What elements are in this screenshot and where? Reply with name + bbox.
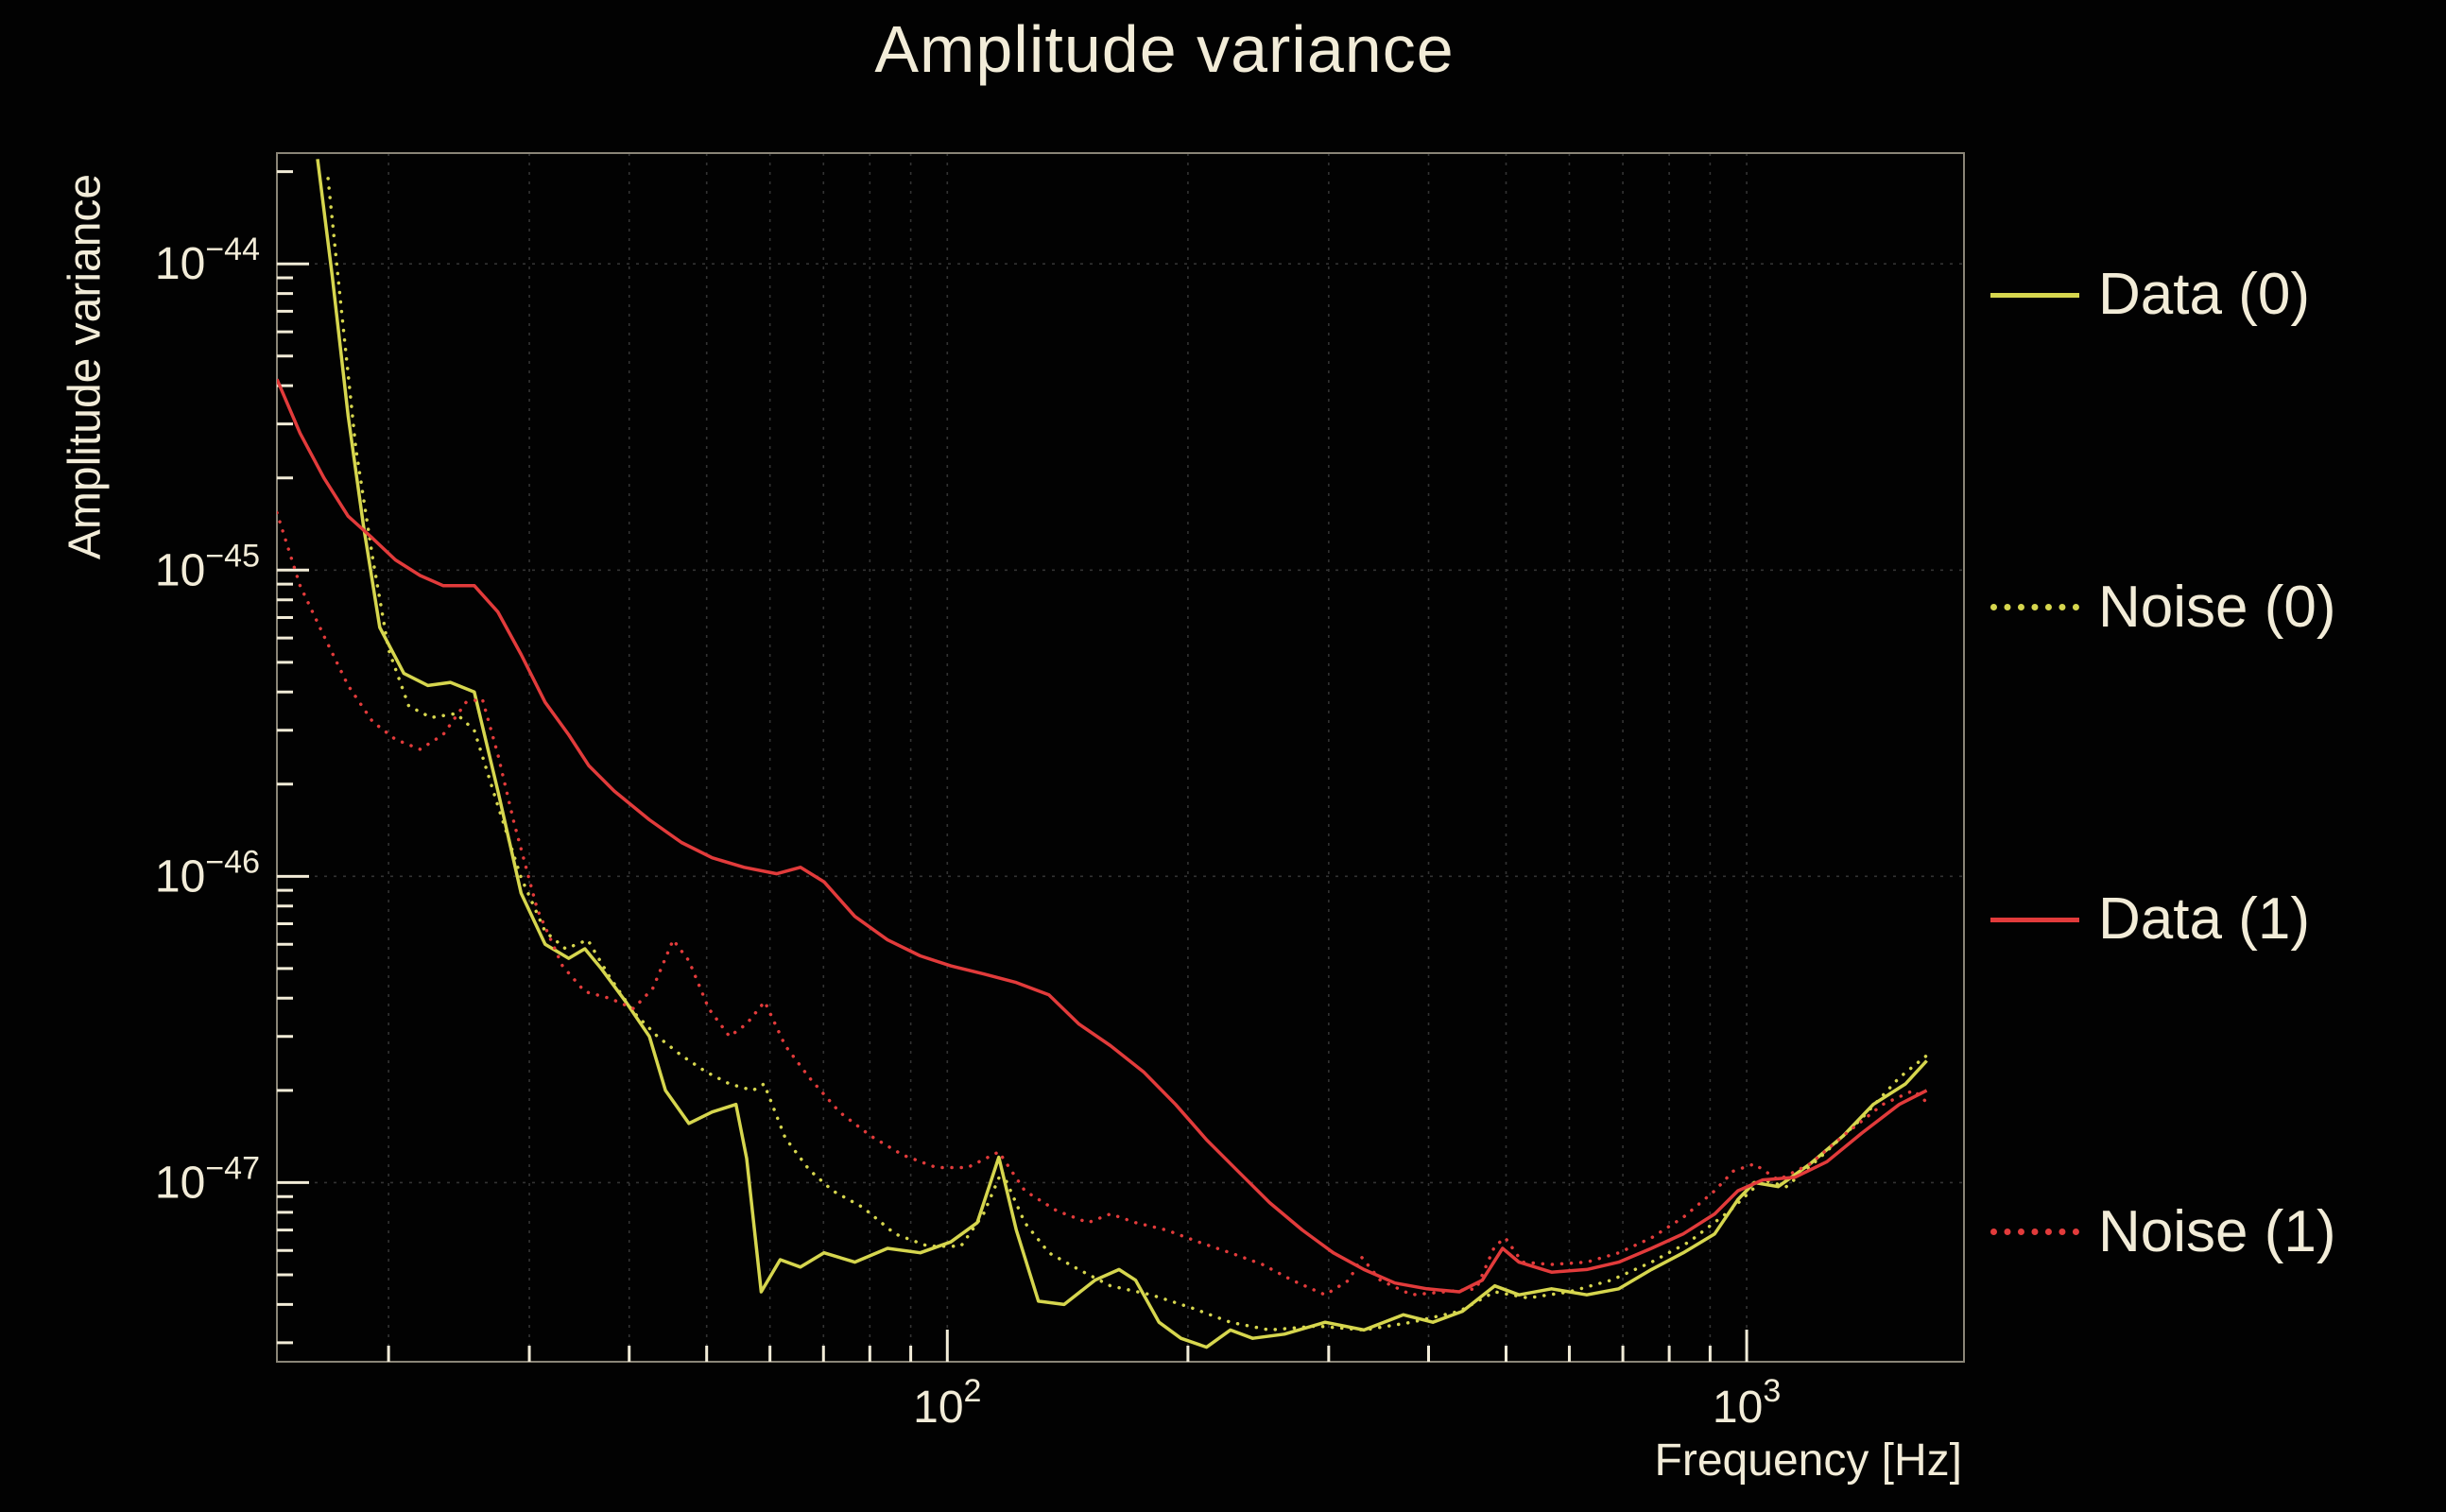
legend-line-sample-data-0	[1990, 292, 2079, 298]
legend-line-sample-noise-1	[1990, 1228, 2079, 1236]
plot-frame	[276, 152, 1965, 1363]
legend-label-data-1: Data (1)	[2098, 886, 2310, 953]
y-tick-label: 10−46	[155, 844, 260, 902]
series-line-data-1	[277, 378, 1928, 1294]
grid	[277, 153, 1964, 1362]
axis-ticks	[277, 170, 1748, 1362]
y-tick-label: 10−45	[155, 538, 260, 595]
x-tick-label: 102	[913, 1373, 981, 1433]
x-axis-title: Frequency [Hz]	[1654, 1435, 1962, 1486]
chart-title: Amplitude variance	[874, 12, 1455, 86]
legend-line-sample-data-1	[1990, 917, 2079, 922]
legend-entry-noise-1: Noise (1)	[1990, 1185, 2439, 1280]
series-line-noise-1	[277, 510, 1929, 1297]
series-line-noise-0	[326, 177, 1929, 1332]
x-tick-label: 103	[1713, 1373, 1781, 1433]
legend-entry-data-1: Data (1)	[1990, 872, 2439, 967]
legend-label-noise-0: Noise (0)	[2098, 574, 2336, 640]
y-tick-label: 10−47	[155, 1150, 260, 1208]
series-lines	[277, 159, 1929, 1349]
legend-entry-data-0: Data (0)	[1990, 248, 2439, 342]
y-tick-label: 10−44	[155, 232, 260, 289]
legend-line-sample-noise-0	[1990, 604, 2079, 611]
legend: Data (0) Noise (0) Data (1) Noise (1)	[1990, 248, 2439, 1280]
legend-label-data-0: Data (0)	[2098, 262, 2310, 327]
tick-labels: 10−44 10−45 10−46 10−47 102 103	[155, 232, 1781, 1433]
legend-label-noise-1: Noise (1)	[2098, 1198, 2336, 1264]
legend-entry-noise-0: Noise (0)	[1990, 560, 2439, 655]
series-line-data-0	[316, 159, 1928, 1349]
